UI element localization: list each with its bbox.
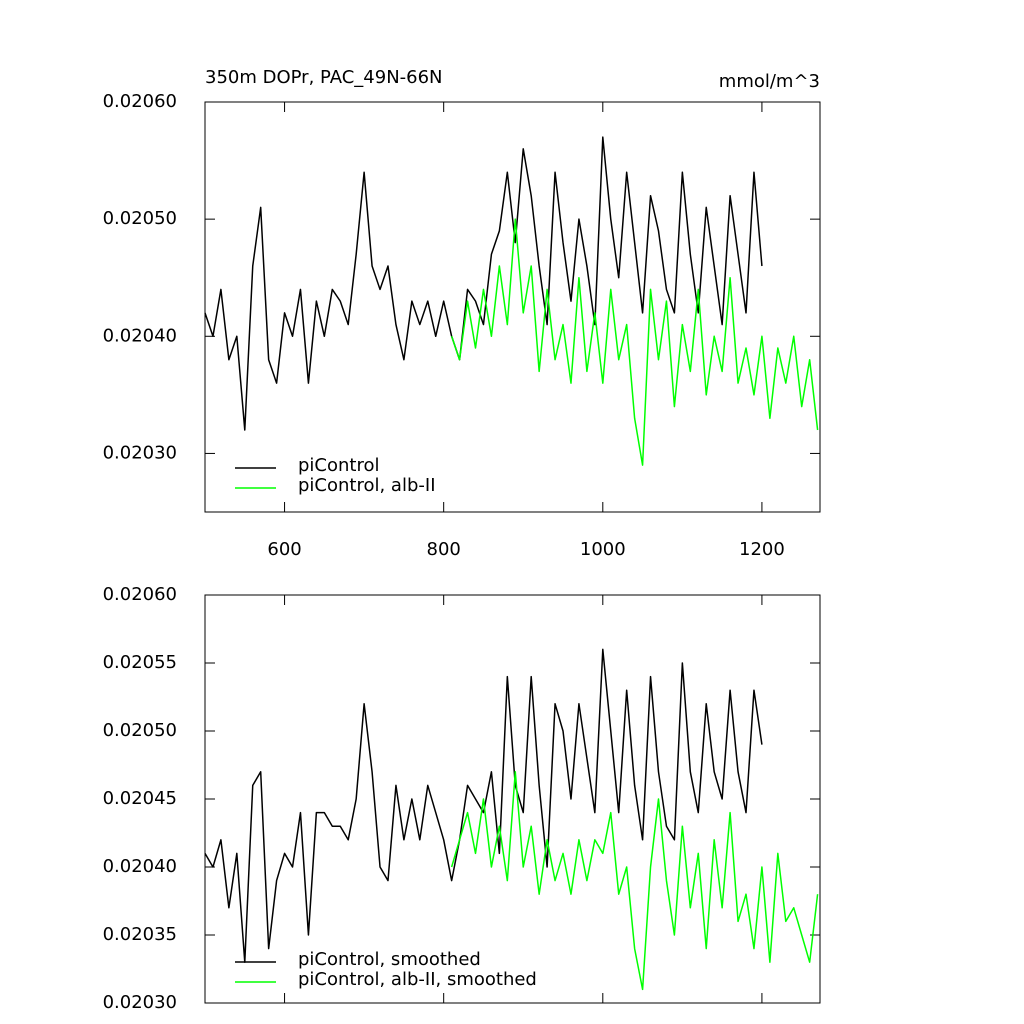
series-line	[450, 218, 819, 466]
legend-label: piControl, alb-II	[298, 475, 436, 496]
y-tick-label: 0.02030	[103, 442, 177, 463]
x-tick-label: 1200	[739, 539, 785, 560]
series-line	[450, 771, 819, 991]
y-tick-label: 0.02045	[103, 788, 177, 809]
y-tick-label: 0.02060	[103, 584, 177, 605]
y-tick-label: 0.02040	[103, 856, 177, 877]
y-tick-label: 0.02030	[103, 992, 177, 1013]
chart-title: 350m DOPr, PAC_49N-66N	[205, 67, 443, 88]
y-tick-label: 0.02055	[103, 652, 177, 673]
y-tick-label: 0.02050	[103, 720, 177, 741]
plot-frame	[204, 101, 821, 513]
series-line	[204, 136, 763, 431]
legend-label: piControl	[298, 455, 380, 476]
legend-label: piControl, smoothed	[298, 949, 481, 970]
plot-frame	[204, 594, 821, 1004]
y-tick-label: 0.02060	[103, 91, 177, 112]
series-line	[204, 648, 763, 963]
y-tick-label: 0.02050	[103, 208, 177, 229]
x-tick-label: 600	[267, 539, 301, 560]
units-label: mmol/m^3	[719, 71, 820, 92]
y-tick-label: 0.02035	[103, 924, 177, 945]
x-tick-label: 800	[427, 539, 461, 560]
x-tick-label: 1000	[580, 539, 626, 560]
y-tick-label: 0.02040	[103, 325, 177, 346]
legend-label: piControl, alb-II, smoothed	[298, 969, 537, 990]
